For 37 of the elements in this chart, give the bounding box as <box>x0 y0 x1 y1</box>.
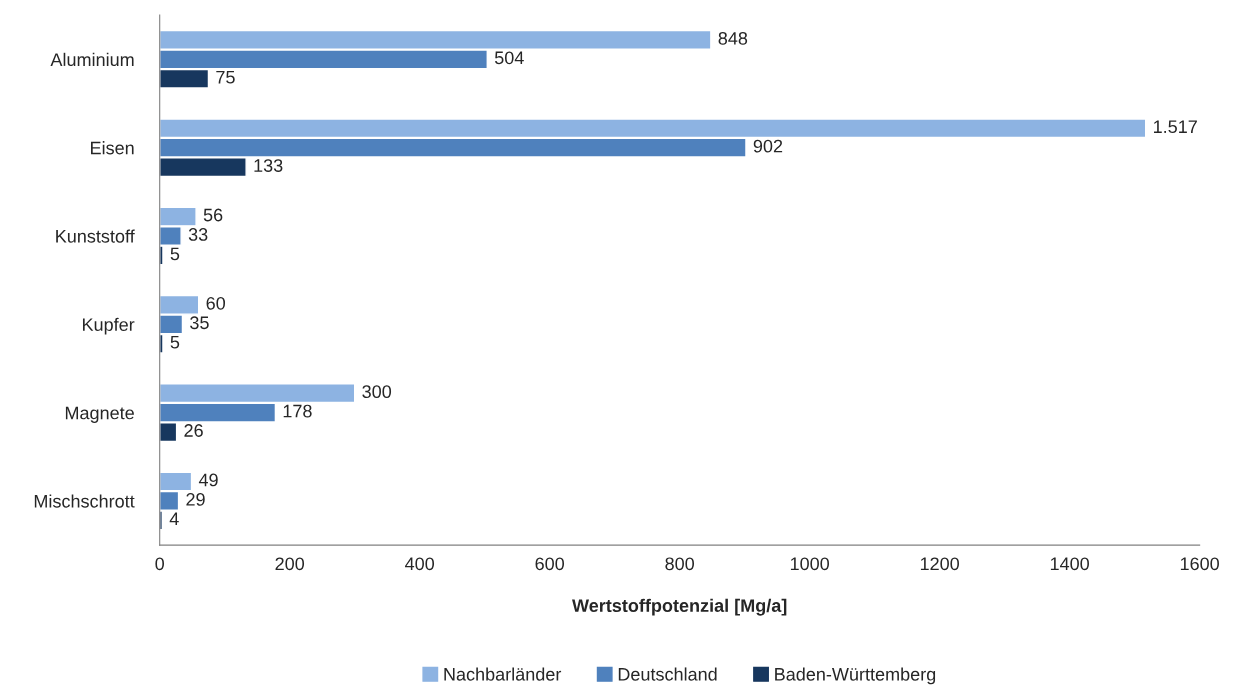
data-label: 300 <box>362 385 392 399</box>
x-tick-label: 600 <box>535 557 565 571</box>
y-tick-label: Magnete <box>65 406 134 423</box>
y-tick-label: Mischschrott <box>34 494 135 508</box>
x-tick-label: 0 <box>155 557 165 571</box>
data-label: 1.517 <box>1154 120 1197 134</box>
data-label: 4 <box>169 512 179 526</box>
data-label: 35 <box>190 316 209 330</box>
data-label: 26 <box>184 424 203 437</box>
data-label: 902 <box>753 139 783 153</box>
data-label: 178 <box>283 404 312 418</box>
data-label: 60 <box>206 296 226 310</box>
data-label: 33 <box>188 228 208 241</box>
y-tick-label: Kunststoff <box>56 229 135 243</box>
y-tick-label: Eisen <box>91 141 134 155</box>
y-tick-label: Kupfer <box>82 317 135 335</box>
x-tick-label: 1600 <box>1180 557 1219 571</box>
data-label: 5 <box>170 335 180 349</box>
legend-label: Baden-Württemberg <box>775 667 936 685</box>
data-label: 848 <box>718 31 748 45</box>
data-label: 5 <box>170 247 180 261</box>
x-tick-label: 200 <box>275 557 305 571</box>
data-label: 504 <box>494 51 524 65</box>
data-label: 49 <box>198 473 218 487</box>
y-tick-label: Aluminium <box>50 52 134 67</box>
x-axis-title: Wertstoffpotenzial [Mg/a] <box>572 598 787 616</box>
data-label: 29 <box>186 493 205 506</box>
legend-label: Nachbarländer <box>444 667 562 681</box>
x-tick-label: 1400 <box>1050 557 1090 571</box>
data-label: 56 <box>203 208 223 222</box>
legend-label: Deutschland <box>618 667 717 681</box>
x-tick-label: 800 <box>665 557 695 571</box>
x-tick-label: 1000 <box>790 557 830 571</box>
data-label: 75 <box>216 71 235 84</box>
x-tick-label: 400 <box>405 557 435 571</box>
data-label: 133 <box>254 159 283 172</box>
x-tick-label: 1200 <box>920 557 960 571</box>
